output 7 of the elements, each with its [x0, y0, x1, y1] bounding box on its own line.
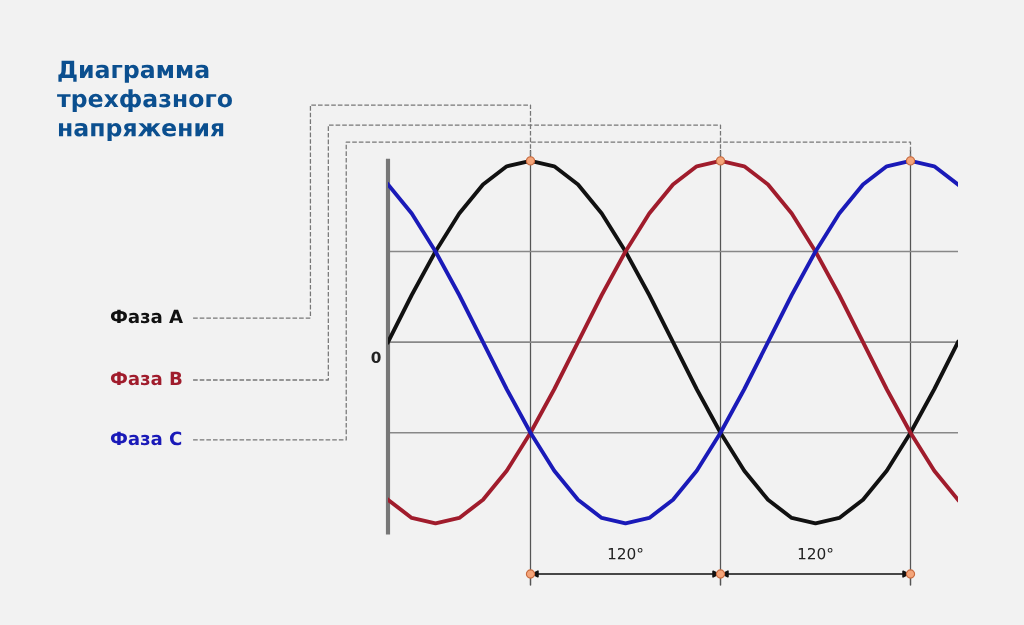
text: 120° [798, 547, 833, 560]
text: 120° [608, 547, 643, 560]
text: Фаза C [110, 431, 182, 446]
text: Диаграмма трехфазного напряжения [57, 60, 232, 142]
text: Фаза B [110, 371, 182, 386]
text: Фаза A [110, 309, 183, 324]
ref-line-label: 0 [371, 351, 381, 364]
